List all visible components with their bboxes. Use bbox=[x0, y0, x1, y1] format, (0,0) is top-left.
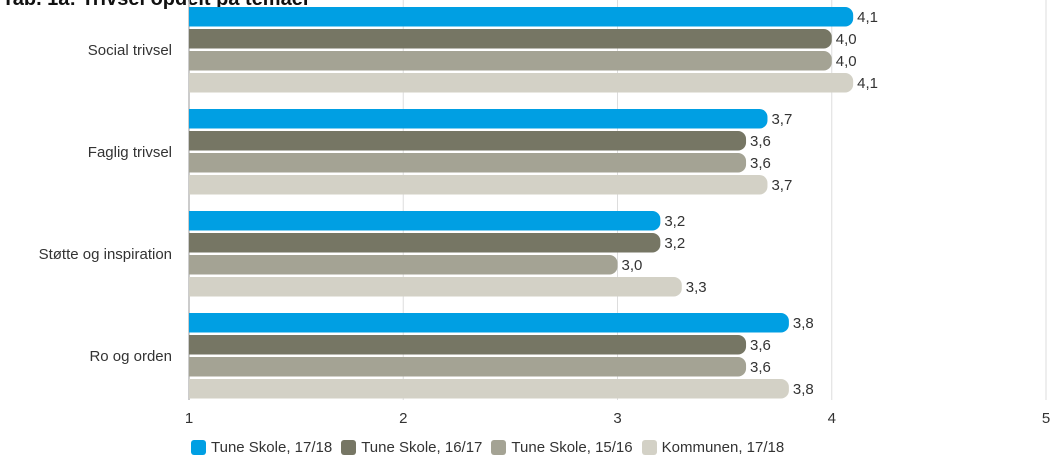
chart-title: Tab. 1a: Trivsel opdelt på temaer bbox=[2, 0, 311, 11]
bar bbox=[189, 379, 789, 399]
bar bbox=[189, 131, 747, 151]
data-label: 3,2 bbox=[664, 213, 685, 230]
data-label: 3,2 bbox=[664, 235, 685, 252]
bar bbox=[189, 7, 854, 27]
category-label: Støtte og inspiration bbox=[39, 246, 172, 263]
legend-label: Tune Skole, 16/17 bbox=[361, 439, 483, 456]
bar bbox=[189, 109, 768, 129]
category-labels: Social trivsel Faglig trivsel Støtte og in… bbox=[39, 42, 172, 365]
legend-swatch bbox=[641, 440, 657, 455]
bar bbox=[189, 29, 832, 49]
x-tick-label: 1 bbox=[185, 410, 193, 427]
category-label: Social trivsel bbox=[88, 42, 172, 59]
legend-swatch bbox=[191, 440, 206, 455]
legend: Tune Skole, 17/18 Tune Skole, 16/17 Tune S… bbox=[191, 439, 793, 456]
data-label: 3,6 bbox=[750, 337, 771, 354]
legend-label: Tune Skole, 15/16 bbox=[511, 439, 633, 456]
legend-label: Tune Skole, 17/18 bbox=[211, 439, 333, 456]
data-label: 3,7 bbox=[771, 177, 792, 194]
data-label: 4,1 bbox=[857, 75, 878, 92]
bar bbox=[189, 51, 832, 71]
legend-swatch bbox=[491, 440, 507, 455]
bar-chart: 4,14,04,04,13,73,63,63,73,23,23,03,33,83… bbox=[39, 0, 1050, 427]
category-label: Faglig trivsel bbox=[88, 144, 172, 161]
data-label: 3,6 bbox=[750, 133, 771, 150]
data-label: 3,8 bbox=[793, 315, 814, 332]
legend-item: Tune Skole, 17/18 bbox=[191, 439, 332, 456]
bar bbox=[189, 211, 661, 231]
legend-item: Kommunen, 17/18 bbox=[641, 439, 785, 456]
bar bbox=[189, 153, 747, 173]
data-label: 4,0 bbox=[836, 53, 857, 70]
bar bbox=[189, 255, 618, 275]
data-label: 3,6 bbox=[750, 359, 771, 376]
bar bbox=[189, 277, 682, 297]
bar bbox=[189, 175, 768, 195]
bar bbox=[189, 233, 661, 253]
data-label: 3,3 bbox=[686, 279, 707, 296]
bar bbox=[189, 335, 747, 355]
legend-swatch bbox=[341, 440, 357, 455]
legend-item: Tune Skole, 16/17 bbox=[341, 439, 482, 456]
bar bbox=[189, 73, 854, 93]
legend-item: Tune Skole, 15/16 bbox=[491, 439, 633, 456]
bar bbox=[189, 357, 747, 377]
x-tick-label: 3 bbox=[613, 410, 621, 427]
bar bbox=[189, 313, 789, 333]
data-label: 3,0 bbox=[622, 257, 643, 274]
x-tick-label: 5 bbox=[1042, 410, 1050, 427]
value-labels: 4,14,04,04,13,73,63,63,73,23,23,03,33,83… bbox=[622, 9, 879, 398]
data-label: 4,0 bbox=[836, 31, 857, 48]
data-label: 3,8 bbox=[793, 381, 814, 398]
data-label: 3,6 bbox=[750, 155, 771, 172]
x-axis-ticks: 1 2 3 4 5 bbox=[185, 410, 1050, 427]
data-label: 4,1 bbox=[857, 9, 878, 26]
bars bbox=[189, 7, 854, 399]
x-tick-label: 4 bbox=[828, 410, 836, 427]
legend-label: Kommunen, 17/18 bbox=[661, 439, 785, 456]
x-tick-label: 2 bbox=[399, 410, 407, 427]
data-label: 3,7 bbox=[771, 111, 792, 128]
category-label: Ro og orden bbox=[89, 348, 172, 365]
